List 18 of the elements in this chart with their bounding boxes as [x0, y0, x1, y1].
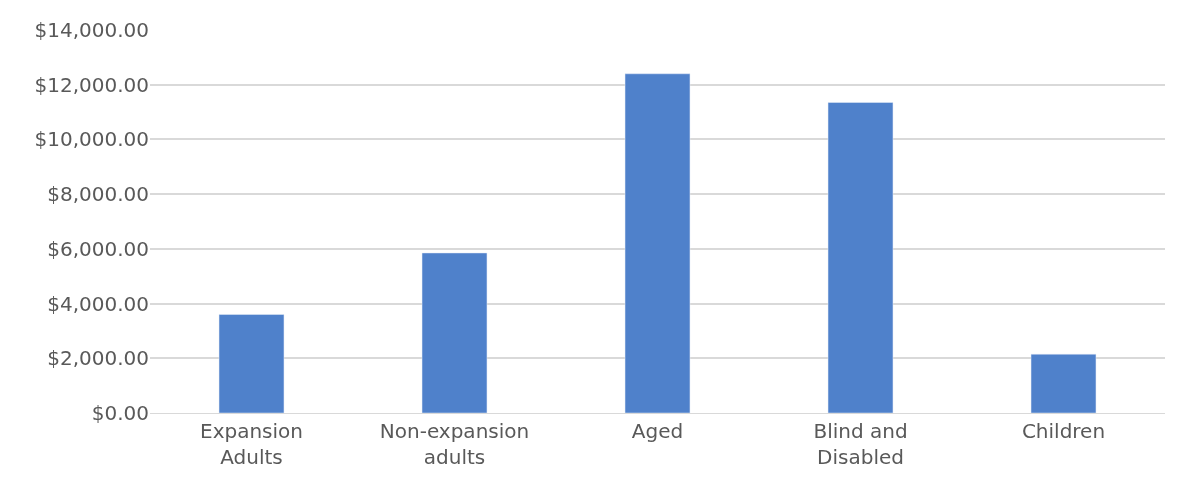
- y-tick-label: $12,000.00: [34, 72, 149, 97]
- x-tick-label: Children: [1021, 419, 1106, 443]
- y-tick-label: $2,000.00: [47, 346, 149, 371]
- x-tick-label: Non-expansion adults: [379, 419, 530, 469]
- y-tick-label: $14,000.00: [34, 18, 149, 42]
- y-tick-label: $6,000.00: [47, 236, 149, 261]
- y-tick-label: $0.00: [91, 401, 149, 425]
- bar: [827, 102, 894, 413]
- bar: [218, 314, 285, 413]
- x-tick-label: Aged: [631, 419, 684, 443]
- y-tick-label: $8,000.00: [47, 182, 149, 207]
- bar: [421, 252, 488, 413]
- y-tick-label: $4,000.00: [47, 291, 149, 316]
- x-tick-label: Expansion Adults: [200, 419, 303, 469]
- bar: [624, 73, 691, 413]
- y-tick-label: $10,000.00: [34, 127, 149, 152]
- x-tick-label: Blind and Disabled: [813, 419, 908, 469]
- bar: [1030, 353, 1097, 413]
